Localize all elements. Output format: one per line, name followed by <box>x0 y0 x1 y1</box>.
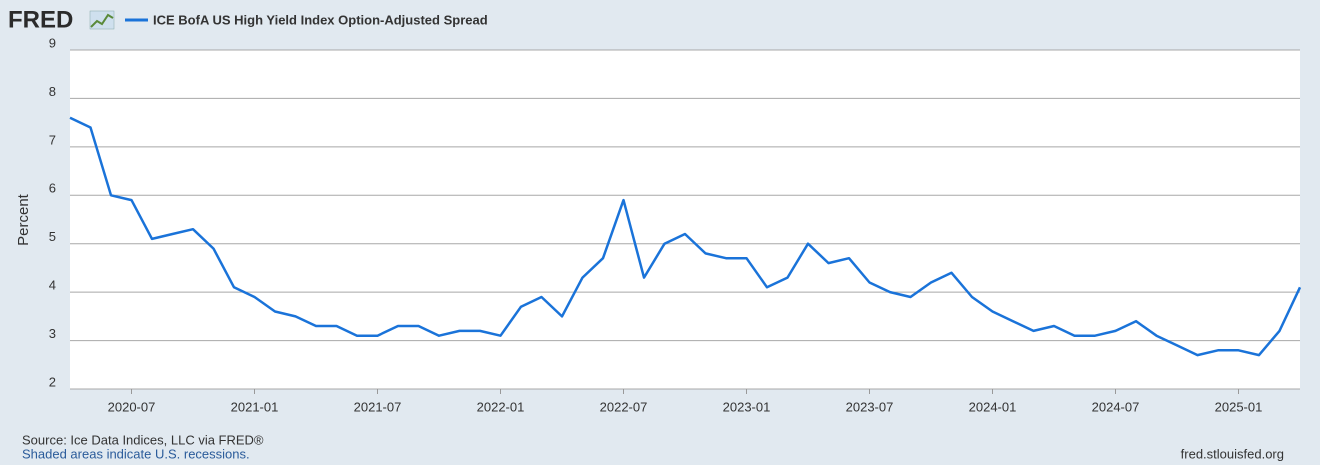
plot-area <box>70 50 1300 389</box>
x-tick-label: 2023-01 <box>723 399 771 414</box>
x-tick-label: 2022-01 <box>477 399 525 414</box>
x-tick-label: 2024-01 <box>969 399 1017 414</box>
x-tick-label: 2022-07 <box>600 399 648 414</box>
y-tick-label: 9 <box>49 35 56 50</box>
site: fred.stlouisfed.org <box>1181 446 1284 461</box>
y-tick-label: 5 <box>49 229 56 244</box>
x-tick-label: 2021-07 <box>354 399 402 414</box>
y-tick-label: 7 <box>49 132 56 147</box>
x-tick-label: 2023-07 <box>846 399 894 414</box>
source: Source: Ice Data Indices, LLC via FRED® <box>22 432 264 447</box>
y-tick-label: 4 <box>49 278 56 293</box>
legend-label: ICE BofA US High Yield Index Option-Adju… <box>153 12 488 27</box>
x-tick-label: 2024-07 <box>1092 399 1140 414</box>
y-tick-label: 3 <box>49 326 56 341</box>
logo: FRED <box>8 6 73 33</box>
logo-icon <box>89 10 115 30</box>
y-tick-label: 6 <box>49 181 56 196</box>
x-tick-label: 2020-07 <box>108 399 156 414</box>
recession-note: Shaded areas indicate U.S. recessions. <box>22 446 250 461</box>
y-tick-label: 8 <box>49 84 56 99</box>
y-axis-label: Percent <box>15 193 32 246</box>
series-line <box>69 116 1302 357</box>
x-tick-label: 2021-01 <box>231 399 279 414</box>
x-tick-label: 2025-01 <box>1215 399 1263 414</box>
y-tick-label: 2 <box>49 374 56 389</box>
